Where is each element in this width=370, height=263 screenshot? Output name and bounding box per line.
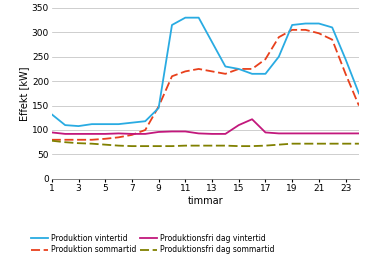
Y-axis label: Effekt [kW]: Effekt [kW]	[19, 66, 29, 121]
X-axis label: timmar: timmar	[188, 196, 223, 206]
Legend: Produktion vintertid, Produktion sommartid, Produktionsfri dag vintertid, Produk: Produktion vintertid, Produktion sommart…	[31, 234, 275, 254]
